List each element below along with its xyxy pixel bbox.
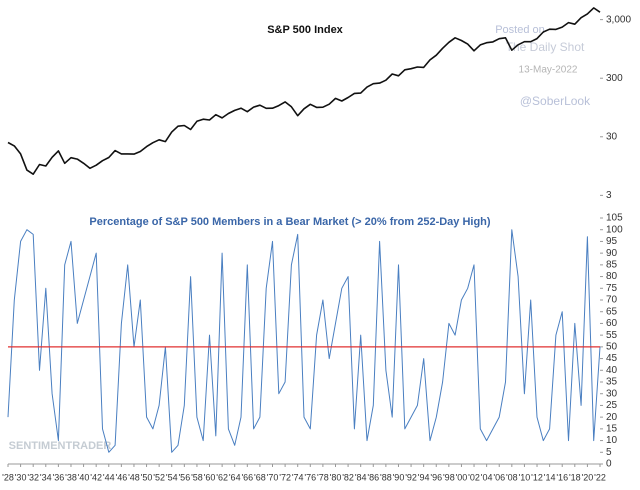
x-tick-label: '22 [594, 472, 606, 482]
data-line [7, 7, 601, 175]
y-tick-label: 45 [606, 353, 618, 364]
y-tick-label: 70 [606, 295, 618, 306]
x-tick-label: '42 [90, 472, 102, 482]
y-tick-label: 85 [606, 259, 618, 270]
y-tick-label: 55 [606, 330, 618, 341]
chart-title: S&P 500 Index [267, 24, 343, 36]
x-tick-label: '16 [556, 472, 568, 482]
data-line [7, 229, 601, 453]
watermark: SENTIMENTRADER [9, 440, 112, 452]
x-tick-label: '66 [241, 472, 253, 482]
x-tick-label: '06 [493, 472, 505, 482]
x-tick-label: '84 [355, 472, 367, 482]
x-tick-label: '46 [115, 472, 127, 482]
x-tick-label: '78 [317, 472, 329, 482]
x-tick-label: '14 [544, 472, 556, 482]
x-tick-label: '08 [506, 472, 518, 482]
x-tick-label: '60 [204, 472, 216, 482]
x-tick-label: '90 [393, 472, 405, 482]
y-tick-label: 20 [606, 412, 618, 423]
y-tick-label: 30 [606, 131, 618, 142]
y-tick-label: 30 [606, 388, 618, 399]
x-tick-label: '52 [153, 472, 165, 482]
y-tick-label: 3 [606, 190, 612, 201]
x-tick-label: '30 [15, 472, 27, 482]
watermark: @SoberLook [520, 94, 591, 108]
y-tick-label: 95 [606, 236, 618, 247]
y-tick-label: 50 [606, 341, 618, 352]
y-tick-label: 10 [606, 435, 618, 446]
y-tick-label: 80 [606, 271, 618, 282]
y-tick-label: 60 [606, 318, 618, 329]
x-tick-label: '28 [2, 472, 14, 482]
x-tick-label: '80 [330, 472, 342, 482]
y-tick-label: 3,000 [606, 14, 631, 25]
y-tick-label: 300 [606, 73, 623, 84]
x-tick-label: '86 [367, 472, 379, 482]
x-tick-label: '64 [229, 472, 241, 482]
x-tick-label: '48 [128, 472, 140, 482]
x-tick-label: '32 [27, 472, 39, 482]
x-tick-label: '10 [519, 472, 531, 482]
x-tick-label: '58 [191, 472, 203, 482]
x-tick-label: '68 [254, 472, 266, 482]
x-tick-label: '38 [65, 472, 77, 482]
x-tick-label: '82 [342, 472, 354, 482]
x-tick-label: '00 [456, 472, 468, 482]
y-tick-label: 100 [606, 224, 623, 235]
x-tick-label: '50 [141, 472, 153, 482]
y-tick-label: 75 [606, 283, 618, 294]
watermark: 13-May-2022 [519, 65, 578, 76]
watermark: The Daily Shot [506, 40, 585, 54]
x-tick-label: '62 [216, 472, 228, 482]
x-tick-label: '96 [430, 472, 442, 482]
chart-title: Percentage of S&P 500 Members in a Bear … [89, 216, 490, 228]
x-tick-label: '94 [418, 472, 430, 482]
x-tick-label: '04 [481, 472, 493, 482]
x-tick-label: '12 [531, 472, 543, 482]
y-tick-label: 15 [606, 423, 618, 434]
x-tick-label: '44 [103, 472, 115, 482]
y-tick-label: 65 [606, 306, 618, 317]
x-tick-label: '88 [380, 472, 392, 482]
y-tick-label: 0 [606, 459, 612, 470]
y-tick-label: 90 [606, 248, 618, 259]
x-tick-label: '76 [304, 472, 316, 482]
y-tick-label: 35 [606, 377, 618, 388]
x-tick-label: '98 [443, 472, 455, 482]
x-tick-label: '54 [166, 472, 178, 482]
x-tick-label: '36 [53, 472, 65, 482]
x-tick-label: '56 [178, 472, 190, 482]
x-tick-label: '74 [292, 472, 304, 482]
y-tick-label: 40 [606, 365, 618, 376]
x-tick-label: '70 [267, 472, 279, 482]
watermark: Posted on [495, 24, 545, 36]
x-tick-label: '92 [405, 472, 417, 482]
y-tick-label: 5 [606, 447, 612, 458]
x-tick-label: '34 [40, 472, 52, 482]
x-tick-label: '40 [78, 472, 90, 482]
x-tick-label: '02 [468, 472, 480, 482]
x-tick-label: '72 [279, 472, 291, 482]
x-tick-label: '20 [582, 472, 594, 482]
y-tick-label: 25 [606, 400, 618, 411]
x-tick-label: '18 [569, 472, 581, 482]
y-tick-label: 105 [606, 213, 623, 224]
